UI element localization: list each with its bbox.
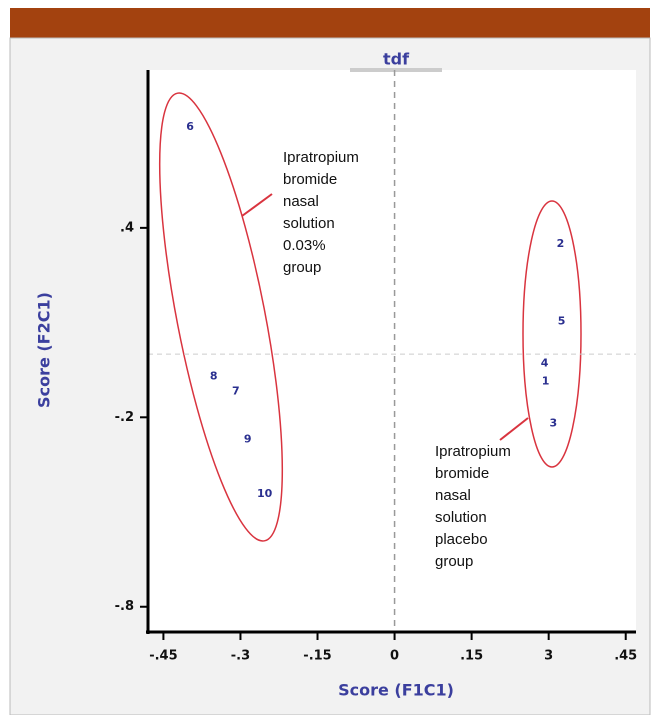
x-tick-label: 0	[390, 649, 399, 664]
point-label: 7	[232, 384, 240, 397]
point-label: 4	[541, 356, 549, 369]
pointer-line	[499, 417, 529, 441]
point-label: 5	[558, 315, 566, 328]
point-label: 8	[210, 369, 218, 382]
x-tick-label: .45	[614, 649, 637, 664]
chart-title: tdf	[383, 50, 410, 69]
annotation: group	[283, 259, 321, 276]
annotation: nasal	[435, 487, 471, 504]
y-axis-label: Score (F2C1)	[35, 292, 54, 408]
x-tick-label: 3	[544, 649, 553, 664]
point-label: 6	[186, 120, 194, 133]
y-tick-label: -.2	[115, 410, 134, 425]
annotation: bromide	[435, 465, 489, 482]
x-tick-label: -.45	[149, 649, 177, 664]
x-axis-label: Score (F1C1)	[338, 681, 454, 700]
plot-area	[148, 70, 636, 632]
group-ellipse	[158, 92, 284, 542]
point-label: 9	[244, 432, 252, 445]
annotation: solution	[435, 509, 487, 526]
annotation: solution	[283, 215, 335, 232]
point-label: 1	[542, 374, 550, 387]
point-label: 2	[557, 237, 565, 250]
annotation: bromide	[283, 171, 337, 188]
header-bar	[10, 8, 650, 38]
annotation: group	[435, 553, 473, 570]
pointer-line	[241, 193, 273, 217]
x-tick-label: -.15	[303, 649, 331, 664]
group-ellipse	[522, 200, 582, 468]
annotation: Ipratropium	[435, 443, 511, 460]
point-label: 3	[549, 416, 557, 429]
point-label: 10	[257, 487, 273, 500]
x-tick-label: .15	[460, 649, 483, 664]
x-tick-label: -.3	[231, 649, 250, 664]
annotation: 0.03%	[283, 237, 326, 254]
y-tick-label: -.8	[115, 599, 134, 614]
y-tick-label: .4	[120, 220, 134, 235]
annotation: placebo	[435, 531, 488, 548]
annotation: Ipratropium	[283, 149, 359, 166]
annotation: nasal	[283, 193, 319, 210]
title-shadow	[350, 68, 442, 72]
